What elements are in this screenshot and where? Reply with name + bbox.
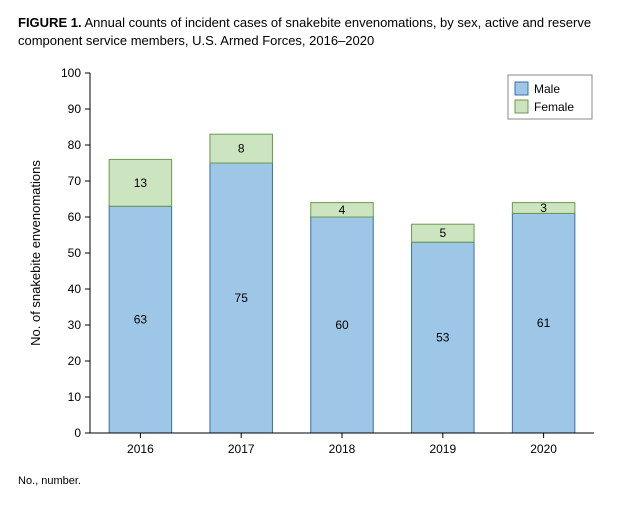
y-tick-label: 30 [68,318,82,332]
x-tick-label: 2018 [329,442,356,456]
y-tick-label: 90 [68,102,82,116]
chart-container: 0 10 20 30 40 50 60 70 80 90 100 63 13 2016 75 8 2017 60 4… [18,59,612,469]
y-axis-title: No. of snakebite envenomations [28,160,43,346]
bar-male-label: 53 [436,331,450,345]
bar-female-label: 13 [134,176,148,190]
bar-female-label: 8 [238,142,245,156]
legend-swatch-male [515,82,528,95]
bar-female-label: 4 [339,203,346,217]
y-tick-label: 50 [68,246,82,260]
stacked-bar-chart: 0 10 20 30 40 50 60 70 80 90 100 63 13 2016 75 8 2017 60 4… [18,59,612,469]
y-tick-label: 80 [68,138,82,152]
y-tick-label: 10 [68,390,82,404]
y-tick-label: 100 [61,66,81,80]
legend-label-female: Female [534,100,574,114]
bar-female-label: 5 [439,226,446,240]
bar-female-label: 3 [540,201,547,215]
figure-label: FIGURE 1. [18,15,82,30]
x-tick-label: 2017 [228,442,255,456]
y-tick-label: 20 [68,354,82,368]
legend-swatch-female [515,100,528,113]
bar-male-label: 63 [134,313,148,327]
x-tick-label: 2016 [127,442,154,456]
bar-male-label: 60 [335,318,349,332]
figure-caption-text: Annual counts of incident cases of snake… [18,15,591,48]
y-tick-label: 40 [68,282,82,296]
y-tick-label: 60 [68,210,82,224]
bar-male-label: 75 [235,291,249,305]
x-tick-label: 2019 [429,442,456,456]
legend-label-male: Male [534,82,560,96]
bar-male-label: 61 [537,316,551,330]
y-tick-label: 70 [68,174,82,188]
figure-caption: FIGURE 1. Annual counts of incident case… [18,14,612,49]
x-tick-label: 2020 [530,442,557,456]
y-tick-label: 0 [74,426,81,440]
figure-footnote: No., number. [18,475,612,487]
